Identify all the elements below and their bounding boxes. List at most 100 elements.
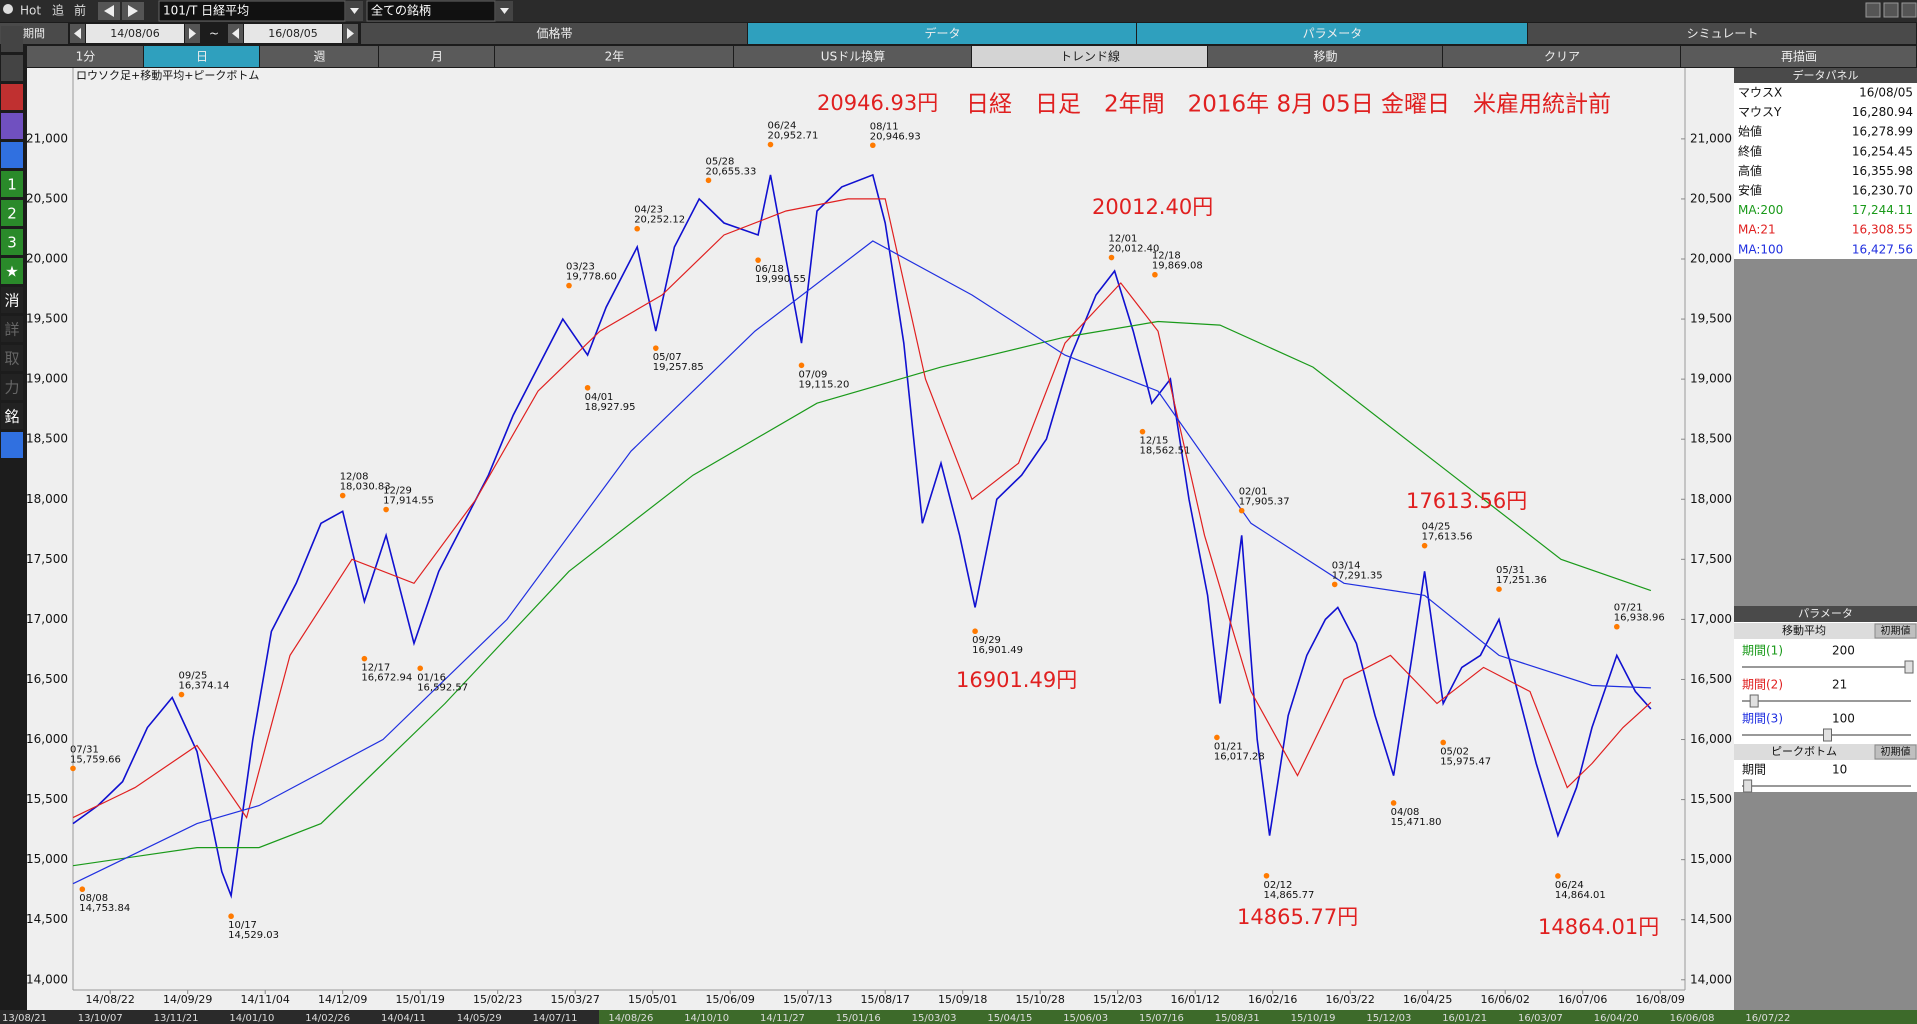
tool-button[interactable] <box>27 46 143 67</box>
tool-icon[interactable] <box>1 142 23 168</box>
overview-date: 15/07/16 <box>1139 1013 1184 1024</box>
tool-icon[interactable] <box>1 403 23 429</box>
slider-thumb[interactable] <box>1904 660 1914 674</box>
tool-button[interactable] <box>1443 46 1680 67</box>
pivot-value: 15,975.47 <box>1440 756 1491 767</box>
tool-button[interactable] <box>972 46 1207 67</box>
pivot-date: 07/31 <box>70 744 99 755</box>
tool-icon[interactable] <box>1 258 23 284</box>
tool-button-label[interactable]: 移動 <box>1313 50 1337 64</box>
reset-label[interactable]: 初期値 <box>1881 624 1911 637</box>
window-button[interactable] <box>1901 2 1917 18</box>
tool-icon-label[interactable]: 2 <box>7 205 17 223</box>
tool-icon[interactable] <box>1 287 23 313</box>
tool-icon-label[interactable]: 3 <box>7 234 17 252</box>
param-label: 期間(1) <box>1742 644 1783 658</box>
tool-icon[interactable] <box>1 316 23 342</box>
x-tick-label: 14/08/22 <box>85 993 134 1006</box>
pivot-date: 01/16 <box>417 672 446 683</box>
bottom-marker <box>1390 800 1397 806</box>
overview-date: 13/10/07 <box>78 1013 123 1024</box>
tool-button[interactable] <box>379 46 494 67</box>
bottom-marker <box>653 345 659 351</box>
tool-button-label[interactable]: 月 <box>431 50 443 64</box>
bottom-marker <box>79 886 86 893</box>
peak-marker <box>705 177 712 184</box>
y-tick-label: 19,500 <box>26 312 68 326</box>
tool-icon-label[interactable]: 力 <box>4 379 19 397</box>
pivot-value: 20,655.33 <box>706 166 757 177</box>
peak-marker <box>70 765 76 772</box>
hot-button[interactable]: Hot <box>20 4 41 18</box>
param-section <box>1734 744 1917 760</box>
param-label: 期間(3) <box>1742 712 1783 726</box>
tool-button[interactable] <box>734 46 971 67</box>
tool-icon-label[interactable]: 詳 <box>4 321 19 339</box>
tool-icon[interactable] <box>1 113 23 139</box>
window-button[interactable] <box>1883 2 1899 18</box>
x-tick-label: 15/01/19 <box>395 993 444 1006</box>
bottom-marker <box>228 913 234 920</box>
y-tick-label: 16,000 <box>26 732 68 746</box>
tool-icon[interactable] <box>1 229 23 255</box>
tool-button-label[interactable]: 再描画 <box>1781 50 1817 64</box>
tool-icon-label[interactable]: 取 <box>4 350 19 368</box>
chase-button[interactable]: 追 <box>52 3 64 18</box>
peak-marker <box>178 691 185 698</box>
prev-button[interactable]: 前 <box>74 3 86 18</box>
bottom-marker <box>972 628 978 635</box>
param-body <box>1734 622 1917 792</box>
symbol-box[interactable] <box>158 0 346 22</box>
tool-icon[interactable] <box>1 374 23 400</box>
tab-label[interactable]: シミュレート <box>1687 27 1759 41</box>
universe-box[interactable] <box>366 0 496 22</box>
pivot-date: 04/25 <box>1422 522 1451 533</box>
date-box[interactable] <box>244 24 342 43</box>
pivot-date: 12/17 <box>361 663 390 674</box>
reset-label[interactable]: 初期値 <box>1881 745 1911 758</box>
overview-date: 15/03/03 <box>912 1013 957 1024</box>
slider-thumb[interactable] <box>1743 779 1753 793</box>
universe: 全ての銘柄 <box>371 3 431 18</box>
tab[interactable] <box>361 23 747 44</box>
tool-button-label[interactable]: 2年 <box>605 50 625 64</box>
tool-button-label[interactable]: USドル換算 <box>821 49 885 64</box>
tab-label[interactable]: パラメータ <box>1303 27 1363 41</box>
peak-marker <box>1496 586 1502 592</box>
pivot-value: 20,012.40 <box>1109 244 1160 255</box>
tool-button[interactable] <box>1208 46 1442 67</box>
tool-button[interactable] <box>1681 46 1916 67</box>
tab-label[interactable]: データ <box>924 26 960 41</box>
panel-ma-label: MA:100 <box>1738 242 1783 256</box>
tab[interactable] <box>1137 23 1527 44</box>
tool-button-label[interactable]: クリア <box>1544 50 1580 64</box>
overview-date: 14/04/11 <box>381 1013 426 1024</box>
tool-icon[interactable] <box>1 345 23 371</box>
tab[interactable] <box>1528 23 1916 44</box>
tool-button[interactable] <box>495 46 733 67</box>
tool-icon[interactable] <box>1 171 23 197</box>
tab-label[interactable]: 価格帯 <box>536 26 572 41</box>
tool-button-label[interactable]: 週 <box>313 50 325 64</box>
settings-icon[interactable] <box>1 432 23 458</box>
tool-icon[interactable] <box>1 26 23 52</box>
reset-button[interactable] <box>1874 744 1917 760</box>
tool-icon[interactable] <box>1 200 23 226</box>
tool-icon[interactable] <box>1 55 23 81</box>
tool-icon-label[interactable]: ★ <box>5 263 18 281</box>
tab[interactable] <box>748 23 1136 44</box>
slider-thumb[interactable] <box>1823 728 1832 742</box>
reset-button[interactable] <box>1874 623 1917 639</box>
tool-button-label[interactable]: 1分 <box>76 50 96 64</box>
slider-thumb[interactable] <box>1749 694 1759 708</box>
tool-icon-label[interactable]: 消 <box>4 292 19 310</box>
tool-button[interactable] <box>144 46 259 67</box>
tool-icon[interactable] <box>1 84 23 110</box>
tool-icon-label[interactable]: 1 <box>7 176 17 194</box>
date-box[interactable] <box>86 24 184 43</box>
tool-button-label[interactable]: 日 <box>196 50 208 64</box>
tool-button[interactable] <box>260 46 378 67</box>
window-button[interactable] <box>1865 2 1881 18</box>
tool-icon-label[interactable]: 銘 <box>4 408 19 426</box>
tool-button-label[interactable]: トレンド線 <box>1060 49 1120 64</box>
